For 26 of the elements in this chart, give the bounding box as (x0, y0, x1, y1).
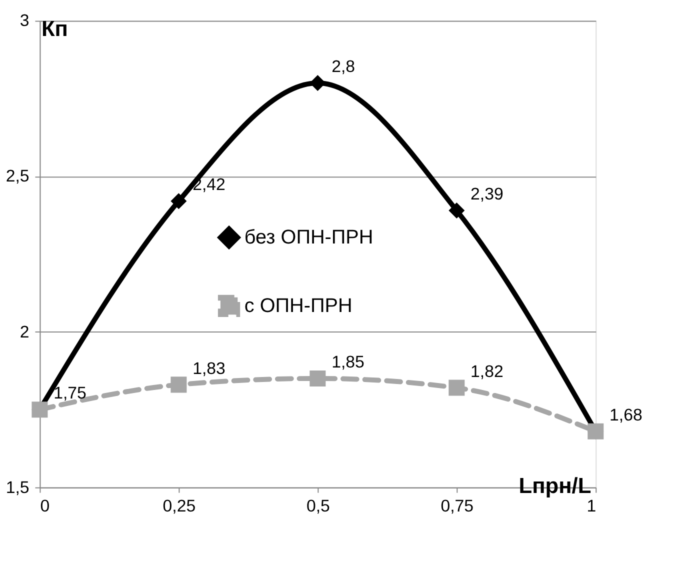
point (310, 74, 326, 91)
data-label: 1,68 (610, 405, 642, 424)
x-tick-label: 0,5 (306, 496, 330, 516)
data-label: 1,75 (54, 384, 86, 403)
x-tick-label: 1 (586, 496, 596, 516)
point (448, 202, 465, 219)
y-tick-label: 1,5 (6, 478, 30, 497)
y-tick-label: 2 (20, 322, 30, 342)
data-label: 2,8 (332, 57, 356, 76)
point (448, 380, 465, 396)
data-label: 1,85 (332, 352, 364, 372)
x-tick-label: 0 (40, 496, 50, 516)
data-label: 1,82 (470, 362, 504, 381)
y-axis-title: Кп (41, 16, 68, 42)
data-label: 1,83 (192, 358, 226, 378)
x-axis-title: Lпрн/L (518, 472, 592, 498)
data-label: 2,39 (470, 184, 504, 204)
point (170, 376, 187, 393)
y-tick-label: 2,5 (6, 166, 30, 186)
point (170, 193, 187, 210)
legend-label: с ОПН-ПРН (244, 294, 352, 317)
x-tick-label: 0,75 (440, 496, 474, 516)
x-tick-label: 0,25 (162, 496, 196, 516)
point (310, 370, 326, 386)
legend-label: без ОПН-ПРН (244, 226, 374, 248)
y-tick-label: 3 (20, 11, 30, 30)
